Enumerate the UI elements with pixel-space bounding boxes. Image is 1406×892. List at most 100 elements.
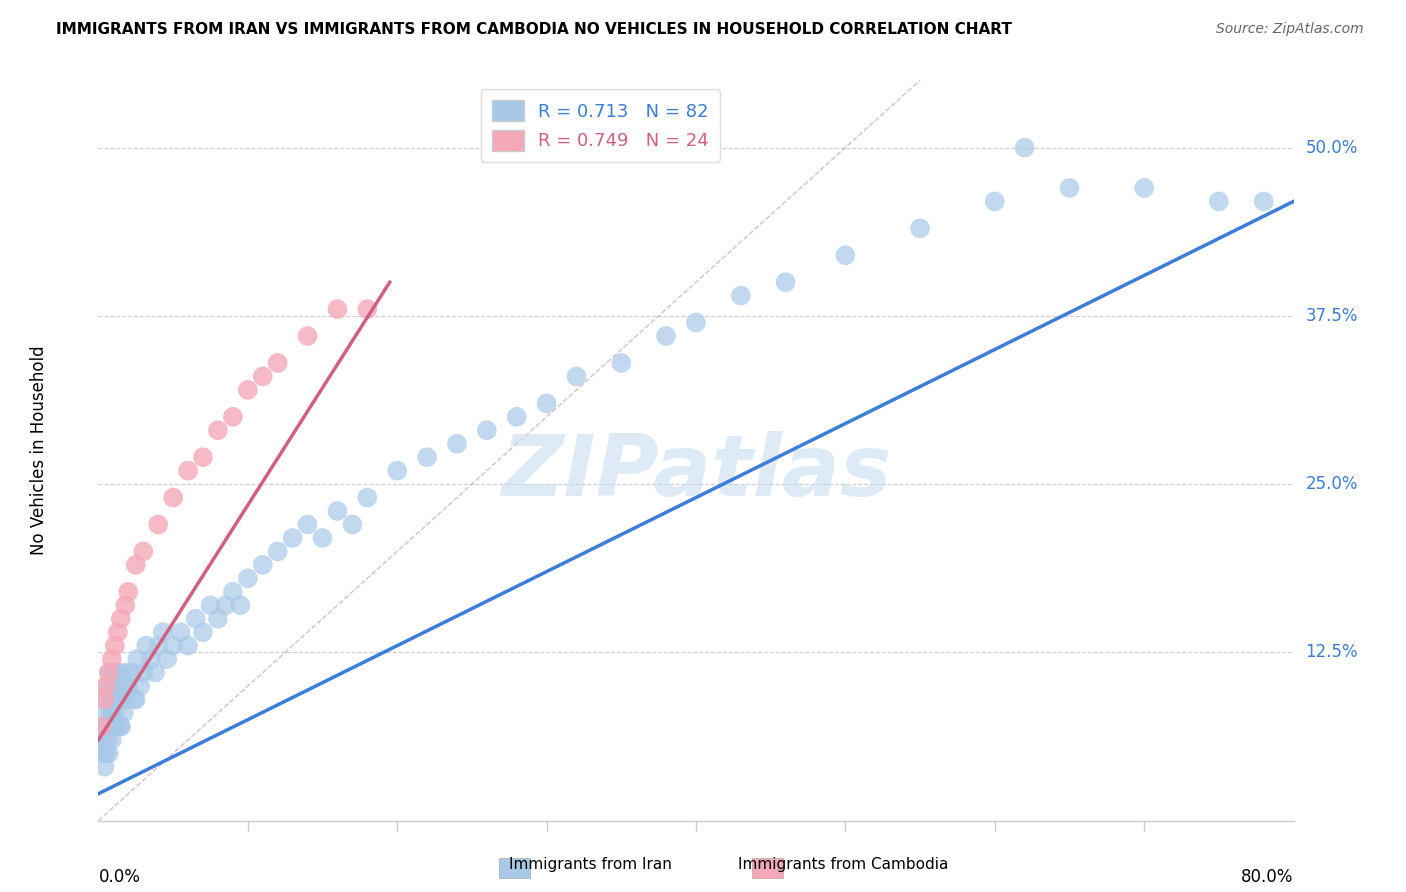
Point xyxy=(117,584,139,599)
Point xyxy=(94,692,117,706)
Point xyxy=(91,747,114,761)
Text: No Vehicles in Household: No Vehicles in Household xyxy=(30,345,48,556)
Point xyxy=(104,639,127,653)
Point xyxy=(342,517,364,532)
Point xyxy=(143,665,166,680)
Point xyxy=(124,692,146,706)
Point xyxy=(356,491,378,505)
Point xyxy=(416,450,439,465)
Point xyxy=(236,383,259,397)
Point xyxy=(132,665,155,680)
Point xyxy=(97,665,120,680)
Text: 37.5%: 37.5% xyxy=(1306,307,1358,325)
Point xyxy=(110,719,132,733)
Point xyxy=(908,221,931,235)
Point xyxy=(326,302,349,317)
Point xyxy=(101,706,124,720)
Point xyxy=(297,329,319,343)
Point xyxy=(775,275,797,289)
Point xyxy=(117,679,139,693)
Point xyxy=(105,719,128,733)
Point xyxy=(110,719,132,733)
Point xyxy=(96,732,118,747)
Point xyxy=(311,531,333,545)
Point xyxy=(108,665,131,680)
Point xyxy=(111,679,134,693)
Point xyxy=(97,747,120,761)
Point xyxy=(104,706,127,720)
Text: 25.0%: 25.0% xyxy=(1306,475,1358,493)
Point xyxy=(93,760,115,774)
Point xyxy=(1133,181,1156,195)
Point xyxy=(446,436,468,450)
Point xyxy=(222,584,245,599)
Point xyxy=(135,639,157,653)
Point xyxy=(184,612,207,626)
Text: Source: ZipAtlas.com: Source: ZipAtlas.com xyxy=(1216,22,1364,37)
Point xyxy=(229,599,252,613)
Point xyxy=(1208,194,1230,209)
Point xyxy=(96,679,118,693)
Text: ZIPatlas: ZIPatlas xyxy=(501,431,891,514)
Point xyxy=(236,571,259,585)
Point xyxy=(191,450,214,465)
Point xyxy=(385,464,409,478)
Point xyxy=(326,504,349,518)
Point xyxy=(177,464,200,478)
Point xyxy=(148,517,170,532)
Point xyxy=(104,665,127,680)
Point xyxy=(169,625,191,640)
Point xyxy=(93,692,115,706)
Point xyxy=(267,356,290,370)
Point xyxy=(834,248,856,262)
Point xyxy=(162,639,184,653)
Point xyxy=(91,706,114,720)
Point xyxy=(222,409,245,424)
Text: Immigrants from Iran: Immigrants from Iran xyxy=(509,857,672,872)
Point xyxy=(536,396,558,410)
Point xyxy=(214,599,236,613)
Point xyxy=(252,558,274,572)
Point xyxy=(101,732,124,747)
Point xyxy=(120,665,142,680)
Text: 12.5%: 12.5% xyxy=(1306,643,1358,661)
Point xyxy=(1059,181,1081,195)
Point xyxy=(565,369,588,384)
Point xyxy=(506,409,529,424)
Point xyxy=(148,639,170,653)
Text: IMMIGRANTS FROM IRAN VS IMMIGRANTS FROM CAMBODIA NO VEHICLES IN HOUSEHOLD CORREL: IMMIGRANTS FROM IRAN VS IMMIGRANTS FROM … xyxy=(56,22,1012,37)
Point xyxy=(103,719,125,733)
Point xyxy=(200,599,222,613)
Point xyxy=(98,706,122,720)
Point xyxy=(110,612,132,626)
Text: 50.0%: 50.0% xyxy=(1306,138,1358,157)
Point xyxy=(984,194,1007,209)
Point xyxy=(655,329,678,343)
Point xyxy=(103,679,125,693)
Point xyxy=(107,625,129,640)
Point xyxy=(162,491,184,505)
Text: 0.0%: 0.0% xyxy=(98,868,141,886)
Point xyxy=(114,692,136,706)
Point xyxy=(730,288,752,302)
Point xyxy=(152,625,174,640)
Point xyxy=(90,732,112,747)
Point xyxy=(112,706,135,720)
Point xyxy=(115,665,138,680)
Point xyxy=(97,665,120,680)
Point xyxy=(132,544,155,558)
Point xyxy=(139,652,162,666)
Point xyxy=(475,423,498,437)
Point xyxy=(105,692,128,706)
Text: 80.0%: 80.0% xyxy=(1241,868,1294,886)
Point xyxy=(90,719,112,733)
Point xyxy=(207,612,229,626)
Point xyxy=(125,692,148,706)
Point xyxy=(297,517,319,532)
Point xyxy=(252,369,274,384)
Point xyxy=(93,719,115,733)
Point xyxy=(177,639,200,653)
Point xyxy=(156,652,179,666)
Point xyxy=(356,302,378,317)
Legend: R = 0.713   N = 82, R = 0.749   N = 24: R = 0.713 N = 82, R = 0.749 N = 24 xyxy=(481,89,720,161)
